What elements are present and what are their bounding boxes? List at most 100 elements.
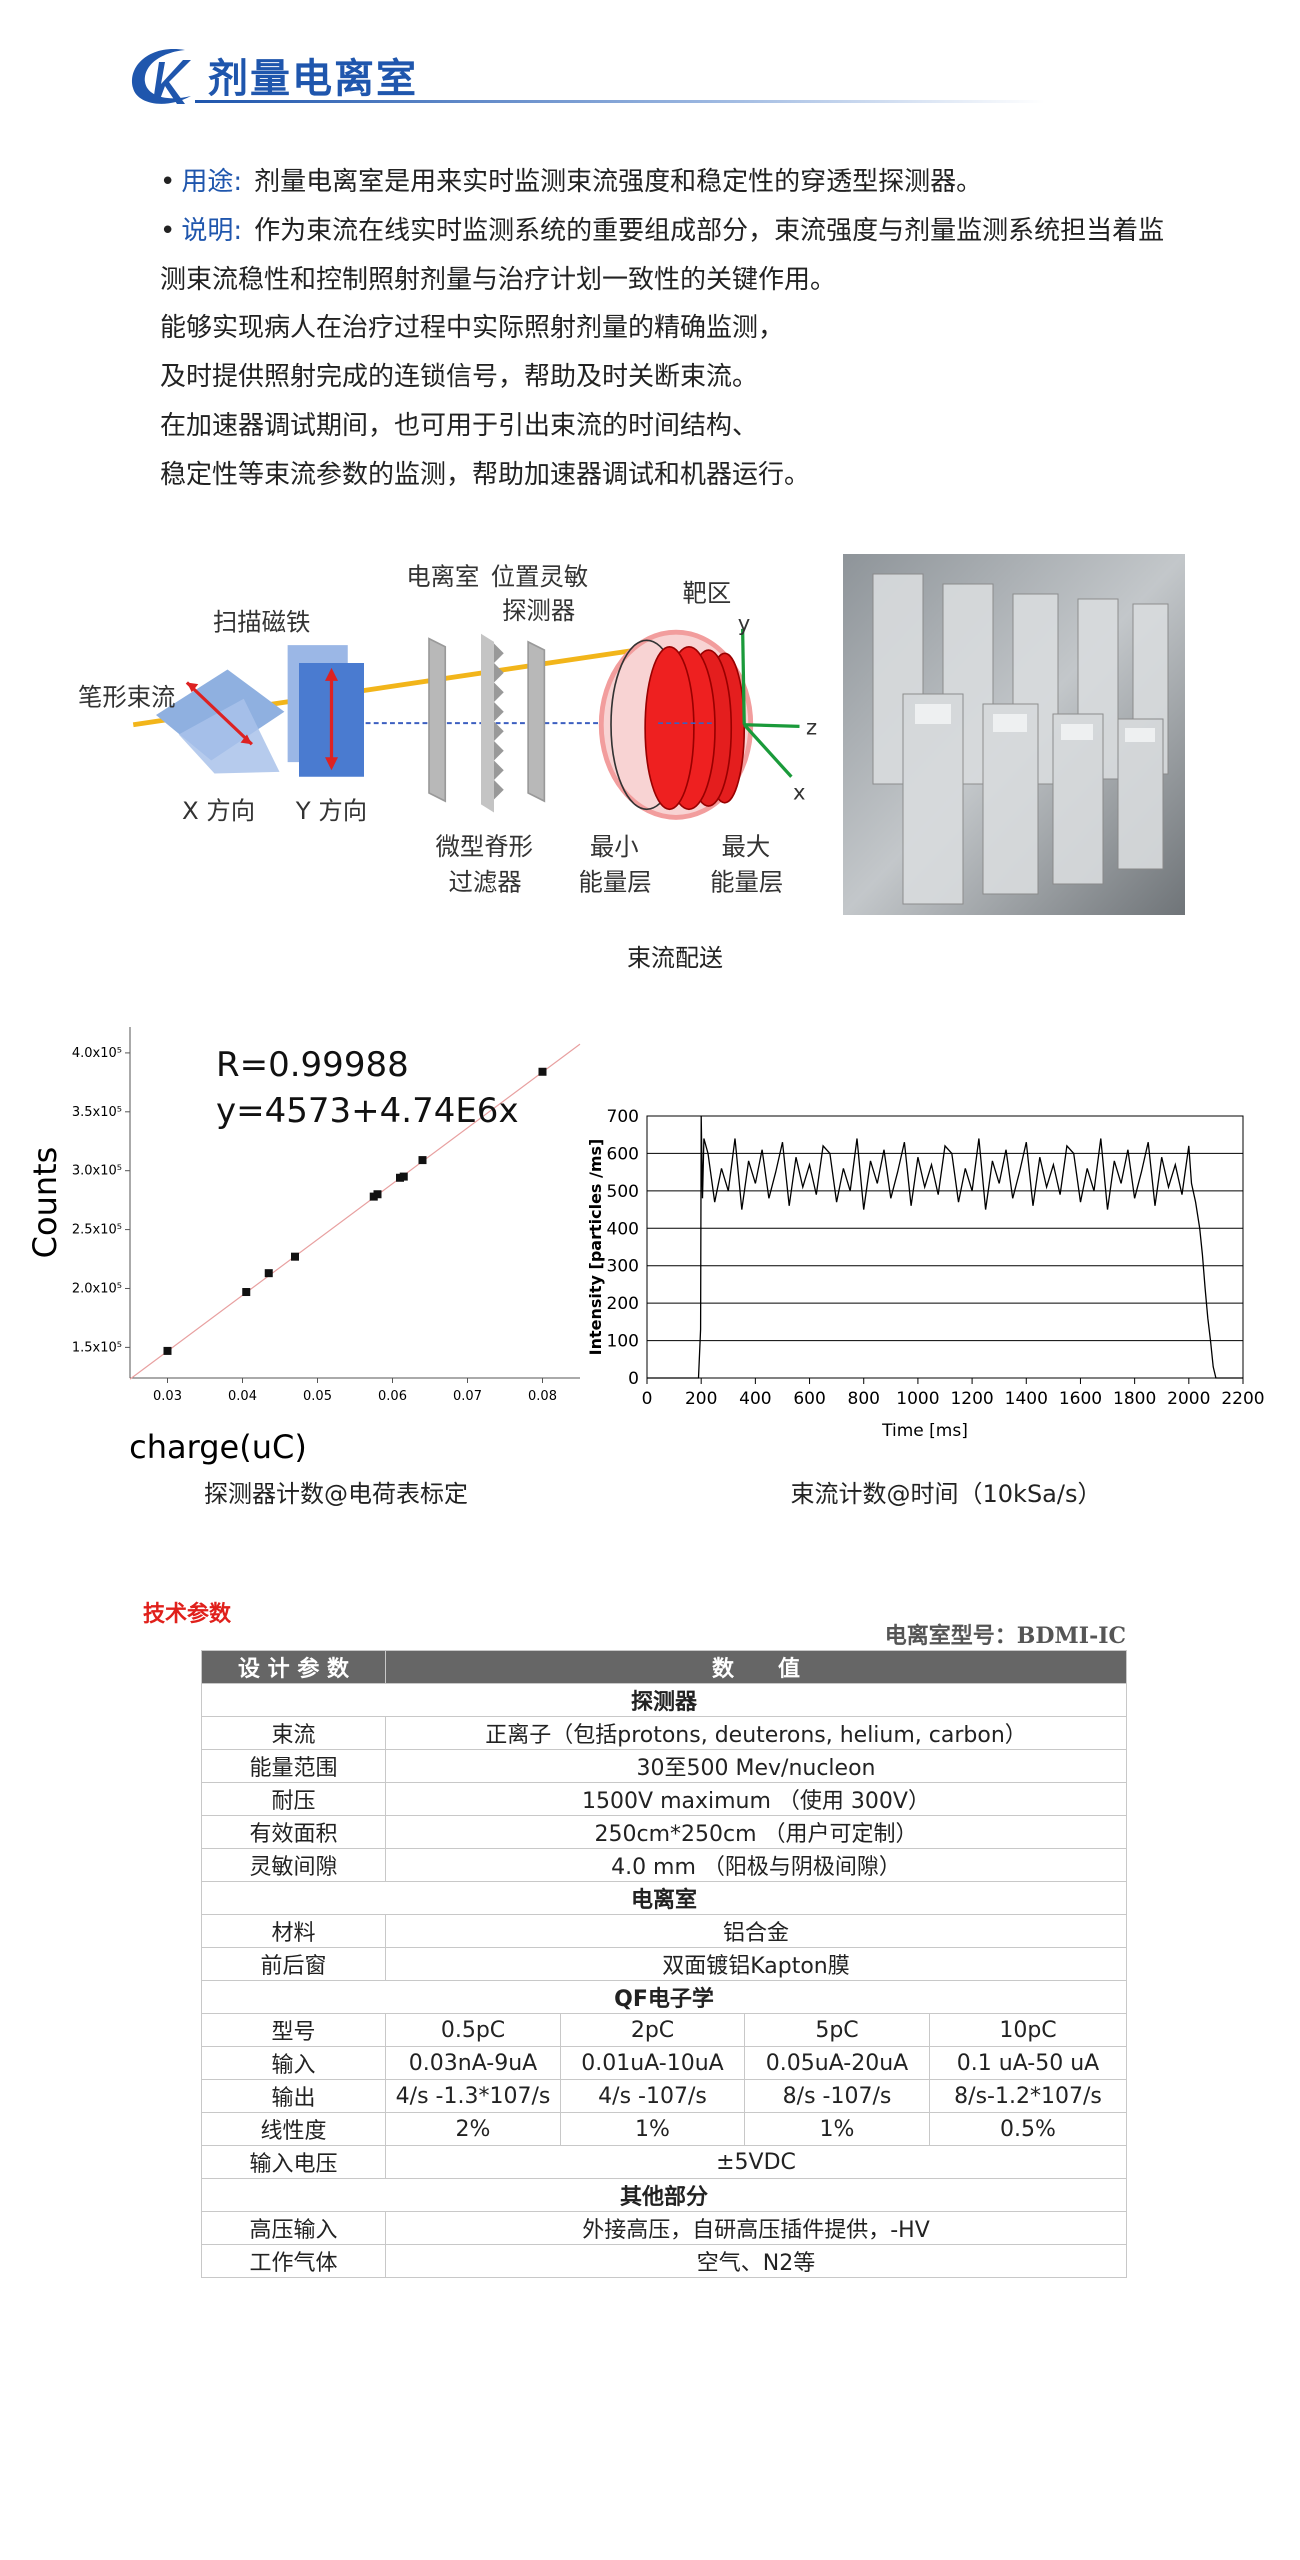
- y-tick-label: 4.0x10⁵: [72, 1046, 122, 1061]
- table-row: 工作气体 空气、N2等: [201, 2244, 1128, 2278]
- data-point: [163, 1346, 172, 1355]
- diagram-label: 探测器: [502, 596, 575, 625]
- table-cell: 0.5pC: [385, 2013, 561, 2047]
- diagram-label: 微型脊形: [436, 832, 533, 861]
- title-rule: [195, 100, 1045, 103]
- table-cell: 1%: [744, 2112, 930, 2146]
- table-cell: 输出: [201, 2079, 386, 2113]
- y-tick-label: 500: [607, 1182, 639, 1202]
- annotation: y=4573+4.74E6x: [216, 1091, 519, 1131]
- y-tick-label: 3.5x10⁵: [72, 1105, 122, 1120]
- table-cell: 工作气体: [201, 2244, 386, 2278]
- diagram-label: 靶区: [683, 578, 732, 607]
- x-tick-label: 0.06: [378, 1389, 407, 1404]
- x-tick-label: 1200: [950, 1389, 993, 1409]
- table-cell: 0.01uA-10uA: [560, 2046, 745, 2080]
- table-row: 材料 铝合金: [201, 1914, 1128, 1948]
- table-cell: 0.03nA-9uA: [385, 2046, 561, 2080]
- table-cell: 输入电压: [201, 2145, 386, 2179]
- table-cell: 2%: [385, 2112, 561, 2146]
- logo: [132, 48, 191, 104]
- table-cell: 4.0 mm （阳极与阴极间隙）: [384, 1848, 1128, 1882]
- x-tick-label: 0.04: [228, 1389, 257, 1404]
- diagram-caption: 束流配送: [627, 944, 723, 972]
- model-name: 电离室型号：BDMI-IC: [884, 1623, 1126, 1649]
- fit-line: [129, 1043, 581, 1380]
- y-tick-label: 700: [607, 1107, 639, 1127]
- table-cell: 灵敏间隙: [201, 1848, 386, 1882]
- table-cell: 高压输入: [201, 2211, 386, 2245]
- spec-table: 设 计 参 数 数 值 探测器 束流 正离子（包括protons, deuteron…: [200, 1650, 1128, 2278]
- x-tick-label: 0: [642, 1389, 653, 1409]
- table-cell: 5pC: [744, 2013, 930, 2047]
- header-cell: 数 值: [384, 1650, 1128, 1684]
- y-tick-label: 400: [607, 1219, 639, 1239]
- calibration-chart: 1.5x10⁵ 2.0x10⁵ 2.5x10⁵ 3.0x10⁵ 3.5x10⁵ 4.0x1…: [32, 1027, 581, 1466]
- section-title: 技术参数: [143, 1602, 232, 1627]
- x-tick-label: 600: [793, 1389, 825, 1409]
- section-cell: 探测器: [200, 1683, 1128, 1717]
- table-cell: 能量范围: [201, 1749, 386, 1783]
- diagram-label: 能量层: [710, 868, 783, 897]
- header-row: 设 计 参 数 数 值: [201, 1650, 1128, 1684]
- y-tick-label: 100: [607, 1332, 639, 1352]
- x-tick-label: 2000: [1167, 1389, 1210, 1409]
- table-cell: ±5VDC: [384, 2145, 1128, 2179]
- y-tick-label: 1.5x10⁵: [72, 1340, 122, 1355]
- y-axis-title: Intensity [particles /ms]: [586, 1139, 605, 1356]
- axis-name: y: [738, 611, 751, 636]
- bullet-item: • 说明: 作为束流在线实时监测系统的重要组成部分，束流强度与剂量监测系统担当着监测…: [160, 215, 1165, 295]
- y-tick-label: 0: [628, 1369, 639, 1389]
- figure-caption: 束流计数@时间（10kSa/s）: [790, 1480, 1102, 1508]
- plot-frame: [646, 1115, 1244, 1379]
- x-tick-label: 0.07: [453, 1389, 482, 1404]
- data-point: [264, 1269, 273, 1278]
- table-row: 灵敏间隙 4.0 mm （阳极与阴极间隙）: [201, 1848, 1128, 1882]
- section-cell: QF电子学: [200, 1980, 1128, 2014]
- data-point: [291, 1252, 299, 1261]
- section-cell: 其他部分: [200, 2178, 1128, 2212]
- table-cell: 有效面积: [201, 1815, 386, 1849]
- annotation: R=0.99988: [216, 1045, 409, 1085]
- x-axis-title: Time [ms]: [881, 1421, 968, 1441]
- x-tick-label: 400: [739, 1389, 771, 1409]
- table-cell: 线性度: [201, 2112, 386, 2146]
- table-row: 型号 0.5pC 2pC 5pC 10pC: [201, 2013, 1128, 2047]
- table-cell: 2pC: [560, 2013, 745, 2047]
- table-cell: 双面镀铝Kapton膜: [384, 1947, 1128, 1981]
- x-tick-label: 200: [685, 1389, 717, 1409]
- y-tick-label: 200: [607, 1294, 639, 1314]
- bullet-label: 用途:: [181, 167, 243, 197]
- bullet-text: 剂量电离室是用来实时监测束流强度和稳定性的穿透型探测器。: [254, 167, 983, 197]
- table-cell: 耐压: [201, 1782, 386, 1816]
- diagram-label: 电离室: [406, 562, 479, 591]
- x-tick-label: 0.08: [528, 1389, 557, 1404]
- section-cell: 电离室: [200, 1881, 1128, 1915]
- bullet-text: 作为束流在线实时监测系统的重要组成部分，束流强度与剂量监测系统担当着监测束流稳性…: [160, 215, 1165, 295]
- data-point: [373, 1190, 382, 1199]
- table-row: QF电子学: [200, 1980, 1128, 2014]
- x-tick-label: 1600: [1059, 1389, 1102, 1409]
- page-title: 剂量电离室: [208, 56, 418, 102]
- diagram-label: 最小: [590, 832, 639, 861]
- x-tick-label: 1400: [1005, 1389, 1048, 1409]
- table-cell: 空气、N2等: [384, 2244, 1128, 2278]
- table-cell: 材料: [201, 1914, 386, 1948]
- y-tick-label: 300: [607, 1257, 639, 1277]
- diagram-label: 扫描磁铁: [213, 608, 310, 637]
- x-tick-label: 1800: [1113, 1389, 1156, 1409]
- x-tick-label: 800: [848, 1389, 880, 1409]
- table-row: 前后窗 双面镀铝Kapton膜: [201, 1947, 1128, 1981]
- axis-name: x: [793, 780, 806, 805]
- y-tick-label: 2.0x10⁵: [72, 1281, 122, 1296]
- table-cell: 30至500 Mev/nucleon: [384, 1749, 1128, 1783]
- y-tick-label: 2.5x10⁵: [72, 1223, 122, 1238]
- time-chart: 0 100 200 300 400 500 600 700 0 200 400 600 800 1000 1…: [586, 1107, 1265, 1441]
- table-cell: 输入: [201, 2046, 386, 2080]
- intro: • 用途: 剂量电离室是用来实时监测束流强度和稳定性的穿透型探测器。 • 说明: 作为束…: [160, 158, 1190, 500]
- paragraph: 及时提供照射完成的连锁信号，帮助及时关断束流。: [160, 362, 759, 393]
- figure-caption: 探测器计数@电荷表标定: [204, 1480, 468, 1508]
- table-cell: 束流: [201, 1716, 386, 1750]
- table-cell: 1%: [560, 2112, 745, 2146]
